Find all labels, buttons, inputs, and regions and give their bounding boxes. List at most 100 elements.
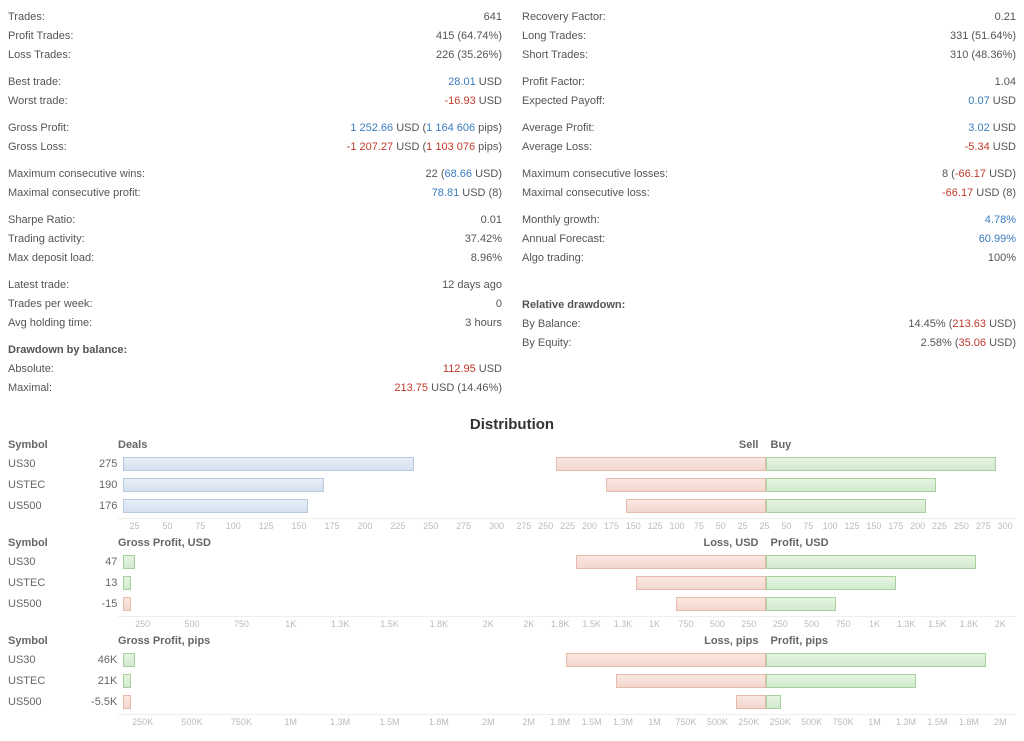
stat-label: Gross Profit: bbox=[8, 121, 69, 136]
stat-row: By Equity:2.58% (35.06 USD) bbox=[522, 334, 1016, 353]
stat-value: 641 bbox=[484, 10, 502, 25]
stat-value: 12 days ago bbox=[442, 278, 502, 293]
stat-value: 14.45% (213.63 USD) bbox=[908, 317, 1016, 332]
stat-value: 0 bbox=[496, 297, 502, 312]
row-symbol: USTEC bbox=[8, 577, 68, 589]
stat-label: Maximum consecutive losses: bbox=[522, 167, 668, 182]
stat-value: -1 207.27 USD (1 103 076 pips) bbox=[347, 140, 502, 155]
stat-value: -16.93 USD bbox=[445, 94, 502, 109]
stat-label: Trading activity: bbox=[8, 232, 85, 247]
chart-header: SymbolDealsSellBuy bbox=[8, 439, 1016, 451]
stat-label: Average Profit: bbox=[522, 121, 595, 136]
row-symbol: US500 bbox=[8, 500, 68, 512]
row-left-bar bbox=[123, 555, 516, 570]
stat-row: By Balance:14.45% (213.63 USD) bbox=[522, 315, 1016, 334]
stat-label: Maximal: bbox=[8, 381, 52, 396]
stat-value: 78.81 USD (8) bbox=[432, 186, 502, 201]
chart-row: USTEC190 bbox=[8, 476, 1016, 494]
stat-value: 226 (35.26%) bbox=[436, 48, 502, 63]
row-right-bar bbox=[516, 478, 1016, 493]
row-left-bar bbox=[123, 478, 516, 493]
chart-axis: 2550751001251501752002252502753002752502… bbox=[118, 518, 1016, 531]
stat-value: 112.95 USD bbox=[443, 362, 502, 377]
row-value: 47 bbox=[68, 556, 124, 568]
stat-label: Short Trades: bbox=[522, 48, 588, 63]
stat-row: Absolute:112.95 USD bbox=[8, 360, 502, 379]
row-left-bar bbox=[123, 695, 516, 710]
row-value: 275 bbox=[68, 458, 124, 470]
stats-right-column: Recovery Factor:0.21 Long Trades: 331 (51.… bbox=[522, 8, 1016, 398]
row-symbol: US30 bbox=[8, 556, 68, 568]
stat-row: Algo trading: 100% bbox=[522, 249, 1016, 268]
row-value: -5.5K bbox=[68, 696, 124, 708]
stat-label: Algo trading: bbox=[522, 251, 584, 266]
stat-value: 3 hours bbox=[465, 316, 502, 331]
stat-label: Loss Trades: bbox=[8, 48, 71, 63]
stat-value: 100% bbox=[988, 251, 1016, 266]
stat-row: Avg holding time: 3 hours bbox=[8, 314, 502, 333]
stat-label: Annual Forecast: bbox=[522, 232, 605, 247]
stat-label: Average Loss: bbox=[522, 140, 592, 155]
row-right-bar bbox=[516, 555, 1016, 570]
stat-value: 331 (51.64%) bbox=[950, 29, 1016, 44]
row-right-bar bbox=[516, 457, 1016, 472]
stat-value: -5.34 USD bbox=[965, 140, 1016, 155]
row-left-bar bbox=[123, 576, 516, 591]
stat-value: 0.07 USD bbox=[968, 94, 1016, 109]
stat-label: Monthly growth: bbox=[522, 213, 600, 228]
stat-label: Gross Loss: bbox=[8, 140, 67, 155]
row-right-bar bbox=[516, 597, 1016, 612]
chart-row: USTEC21K bbox=[8, 672, 1016, 690]
stat-row: Relative drawdown: bbox=[522, 296, 1016, 315]
chart-row: US3047 bbox=[8, 553, 1016, 571]
stat-row: Short Trades:310 (48.36%) bbox=[522, 46, 1016, 65]
stat-row: Loss Trades: 226 (35.26%) bbox=[8, 46, 502, 65]
stat-label: Long Trades: bbox=[522, 29, 586, 44]
stat-value: 28.01 USD bbox=[448, 75, 502, 90]
chart-row: US30275 bbox=[8, 455, 1016, 473]
stat-row: Max deposit load: 8.96% bbox=[8, 249, 502, 268]
stat-label: Profit Factor: bbox=[522, 75, 585, 90]
stat-label: Latest trade: bbox=[8, 278, 69, 293]
stat-label: Max deposit load: bbox=[8, 251, 94, 266]
stat-label: By Equity: bbox=[522, 336, 572, 351]
stat-label: Expected Payoff: bbox=[522, 94, 605, 109]
row-right-bar bbox=[516, 653, 1016, 668]
stat-row: Trades per week:0 bbox=[8, 295, 502, 314]
stat-row: Recovery Factor:0.21 bbox=[522, 8, 1016, 27]
stat-row: Monthly growth:4.78% bbox=[522, 211, 1016, 230]
chart-block: SymbolGross Profit, USDLoss, USDProfit, … bbox=[8, 537, 1016, 629]
stat-row: Maximal consecutive loss: -66.17 USD (8) bbox=[522, 184, 1016, 203]
chart-axis: 250K500K750K1M1.3M1.5M1.8M2M2M1.8M1.5M1.… bbox=[118, 714, 1016, 727]
stat-row: Trading activity: 37.42% bbox=[8, 230, 502, 249]
stat-value: 37.42% bbox=[465, 232, 502, 247]
row-left-bar bbox=[123, 457, 516, 472]
stat-row: Worst trade: -16.93 USD bbox=[8, 92, 502, 111]
stat-value: 60.99% bbox=[979, 232, 1016, 247]
stat-label: Maximum consecutive wins: bbox=[8, 167, 145, 182]
stat-row: Profit Trades:415 (64.74%) bbox=[8, 27, 502, 46]
row-value: 13 bbox=[68, 577, 124, 589]
stat-row: Long Trades: 331 (51.64%) bbox=[522, 27, 1016, 46]
chart-row: US500-5.5K bbox=[8, 693, 1016, 711]
stat-row: Gross Profit:1 252.66 USD (1 164 606 pip… bbox=[8, 119, 502, 138]
stat-row: Maximum consecutive losses: 8 (-66.17 USD… bbox=[522, 165, 1016, 184]
stat-label: Profit Trades: bbox=[8, 29, 73, 44]
stat-label: Worst trade: bbox=[8, 94, 68, 109]
stat-value: 1.04 bbox=[995, 75, 1016, 90]
stat-label: Avg holding time: bbox=[8, 316, 92, 331]
row-symbol: US30 bbox=[8, 458, 68, 470]
stat-value: 8 (-66.17 USD) bbox=[942, 167, 1016, 182]
stat-row: Trades:641 bbox=[8, 8, 502, 27]
stat-row: Latest trade: 12 days ago bbox=[8, 276, 502, 295]
stat-value: 8.96% bbox=[471, 251, 502, 266]
stat-label: Maximal consecutive loss: bbox=[522, 186, 650, 201]
row-right-bar bbox=[516, 499, 1016, 514]
row-value: 190 bbox=[68, 479, 124, 491]
chart-header: SymbolGross Profit, pipsLoss, pipsProfit… bbox=[8, 635, 1016, 647]
chart-row: US3046K bbox=[8, 651, 1016, 669]
row-value: -15 bbox=[68, 598, 124, 610]
stats-left-column: Trades:641Profit Trades:415 (64.74%)Loss… bbox=[8, 8, 502, 398]
distribution-charts: SymbolDealsSellBuyUS30275USTEC190US50017… bbox=[8, 439, 1016, 727]
stat-value: -66.17 USD (8) bbox=[942, 186, 1016, 201]
